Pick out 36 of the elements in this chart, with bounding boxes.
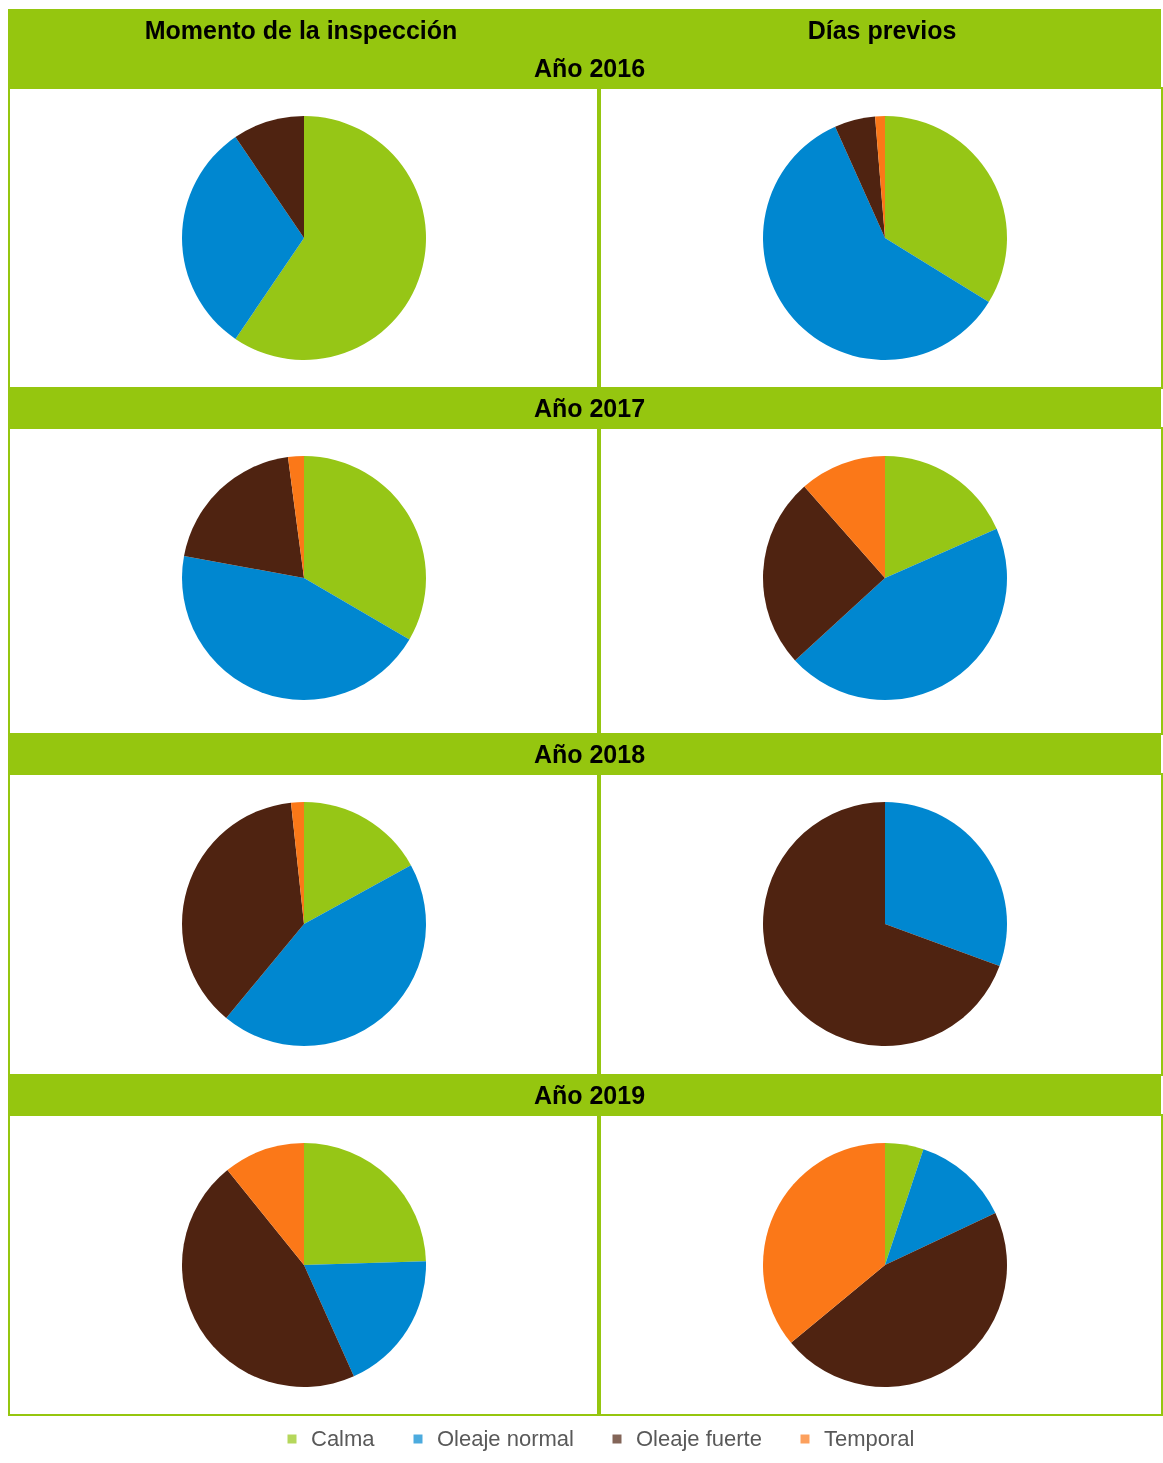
- text: Año 2018: [533, 740, 646, 768]
- pie-slice: [763, 126, 989, 360]
- pie-slice: [835, 116, 885, 238]
- pie-slice: [182, 137, 304, 339]
- pie-slice: [184, 457, 304, 578]
- chart-subtitle: Días previos: [807, 16, 957, 44]
- pie-slice: [795, 528, 1007, 700]
- pie-slice: [304, 456, 426, 640]
- pie-slice: [304, 1143, 426, 1265]
- pie-slice: [182, 802, 304, 1018]
- chart-title: Año 2016: [533, 54, 646, 82]
- pie-slice: [235, 116, 426, 360]
- pie-slice: [804, 456, 885, 578]
- pie-slice: [304, 802, 411, 924]
- pie-slice: [763, 1143, 885, 1343]
- pie-slice: [304, 1261, 426, 1377]
- pie-slice: [182, 1170, 354, 1387]
- pie-slice: [885, 802, 1007, 967]
- pie-slice: [791, 1213, 1007, 1387]
- pie-slice: [885, 1149, 996, 1265]
- chart-subtitle: Momento de la inspección: [144, 16, 458, 44]
- legend-label: Oleaje fuerte: [636, 1426, 762, 1451]
- pie-slice: [763, 802, 1000, 1046]
- legend-label: Calma: [311, 1426, 376, 1451]
- pie-slice: [885, 1143, 924, 1265]
- pie-slice: [235, 116, 304, 238]
- legend-label: Oleaje normal: [437, 1426, 574, 1451]
- text: Año 2017: [533, 394, 646, 422]
- pie-slice: [182, 555, 410, 700]
- text: Año 2019: [533, 1081, 646, 1109]
- pie-slice: [885, 456, 997, 578]
- pie-slice: [885, 116, 1007, 303]
- pie-slice: [763, 486, 885, 661]
- pie-slice: [226, 865, 426, 1046]
- legend-label: Temporal: [824, 1426, 915, 1451]
- pie-slice: [227, 1143, 304, 1265]
